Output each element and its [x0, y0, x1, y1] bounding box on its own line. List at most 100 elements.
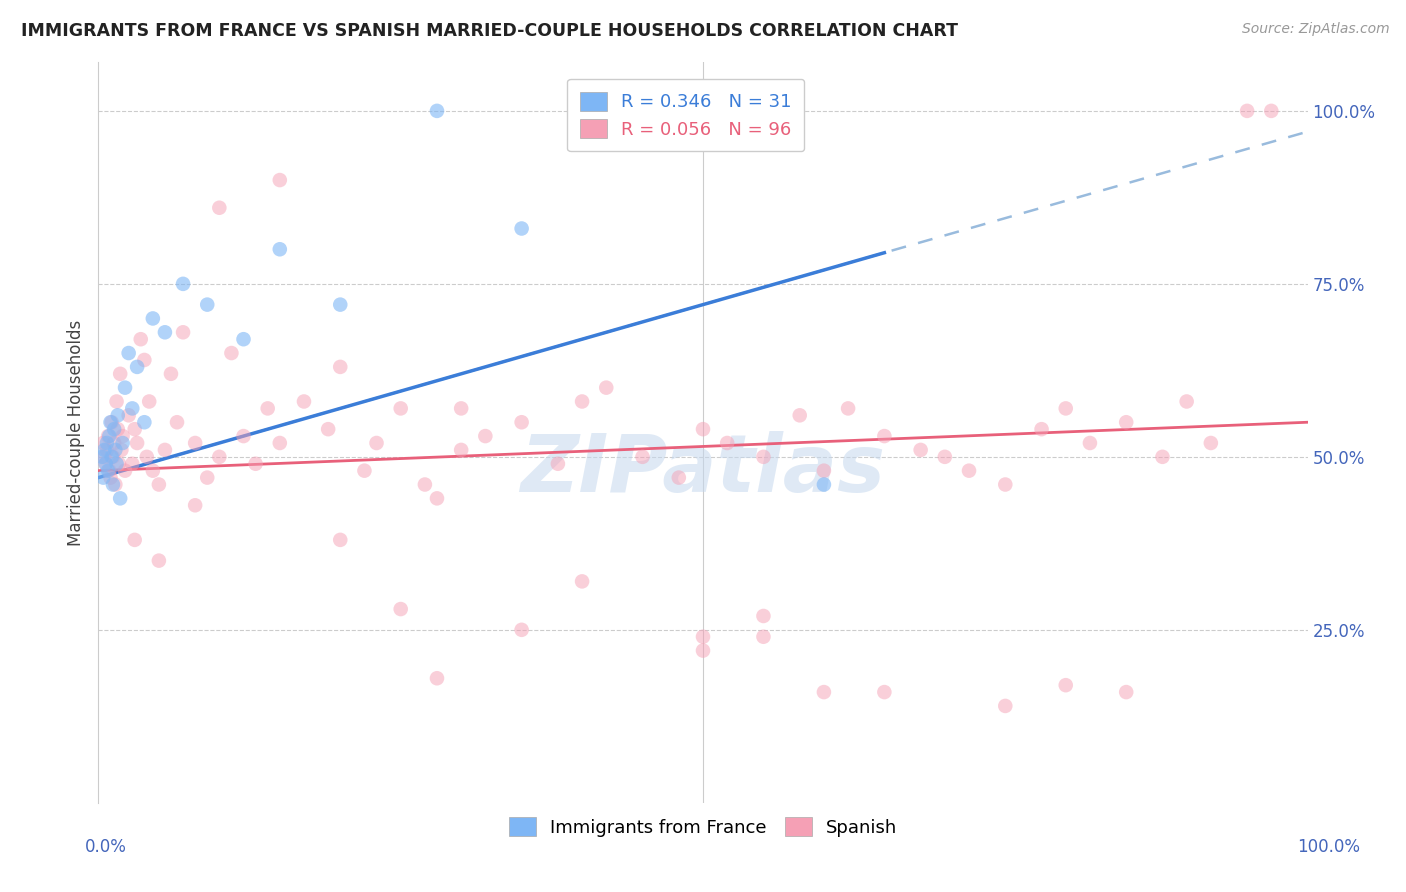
Point [107, 409, 129, 423]
Point [135, 450, 157, 464]
Point [1031, 422, 1053, 436]
Point [100, 450, 122, 464]
Point [426, 491, 449, 506]
Point [631, 450, 654, 464]
Point [93, 442, 115, 457]
Point [692, 630, 714, 644]
Point [389, 602, 412, 616]
Point [91, 470, 114, 484]
Point [1175, 394, 1198, 409]
Point [510, 221, 533, 235]
Point [103, 436, 125, 450]
Point [353, 464, 375, 478]
Point [752, 630, 775, 644]
Point [292, 394, 315, 409]
Point [138, 394, 160, 409]
Point [101, 477, 124, 491]
Point [108, 491, 131, 506]
Point [692, 643, 714, 657]
Point [111, 436, 134, 450]
Point [450, 401, 472, 416]
Point [153, 326, 176, 340]
Point [1115, 415, 1137, 429]
Point [121, 401, 143, 416]
Point [98, 429, 121, 443]
Point [1236, 103, 1258, 118]
Point [129, 332, 152, 346]
Text: 100.0%: 100.0% [1298, 838, 1360, 855]
Point [101, 450, 124, 464]
Point [571, 394, 593, 409]
Point [413, 477, 436, 491]
Point [195, 297, 218, 311]
Point [245, 457, 267, 471]
Point [957, 464, 980, 478]
Point [510, 623, 533, 637]
Point [107, 422, 129, 436]
Point [127, 359, 149, 374]
Point [127, 436, 149, 450]
Point [813, 477, 835, 491]
Point [208, 450, 231, 464]
Point [160, 367, 183, 381]
Point [100, 415, 122, 429]
Point [789, 409, 811, 423]
Point [1152, 450, 1174, 464]
Point [813, 685, 835, 699]
Point [1054, 678, 1077, 692]
Point [329, 359, 352, 374]
Point [114, 381, 136, 395]
Text: ZIPatlas: ZIPatlas [520, 431, 886, 508]
Point [91, 450, 114, 464]
Text: 0.0%: 0.0% [84, 838, 127, 855]
Point [105, 457, 128, 471]
Point [1078, 436, 1101, 450]
Point [195, 470, 218, 484]
Point [426, 671, 449, 685]
Point [96, 436, 118, 450]
Y-axis label: Married-couple Households: Married-couple Households [66, 319, 84, 546]
Point [316, 422, 339, 436]
Point [474, 429, 496, 443]
Point [124, 533, 146, 547]
Point [450, 442, 472, 457]
Point [716, 436, 738, 450]
Point [1199, 436, 1222, 450]
Point [110, 442, 132, 457]
Point [873, 685, 896, 699]
Point [118, 409, 141, 423]
Point [142, 464, 165, 478]
Point [104, 477, 127, 491]
Point [118, 346, 141, 360]
Point [547, 457, 569, 471]
Point [595, 381, 617, 395]
Point [98, 464, 121, 478]
Point [668, 470, 690, 484]
Point [105, 394, 128, 409]
Point [1054, 401, 1077, 416]
Point [221, 346, 243, 360]
Point [100, 470, 122, 484]
Point [269, 173, 291, 187]
Point [994, 477, 1017, 491]
Point [910, 442, 932, 457]
Point [111, 429, 134, 443]
Point [426, 103, 449, 118]
Point [153, 442, 176, 457]
Point [97, 464, 120, 478]
Point [100, 415, 122, 429]
Point [752, 450, 775, 464]
Point [104, 442, 127, 457]
Text: IMMIGRANTS FROM FRANCE VS SPANISH MARRIED-COUPLE HOUSEHOLDS CORRELATION CHART: IMMIGRANTS FROM FRANCE VS SPANISH MARRIE… [21, 22, 957, 40]
Point [208, 201, 231, 215]
Point [134, 415, 156, 429]
Point [232, 332, 254, 346]
Point [1115, 685, 1137, 699]
Point [269, 242, 291, 256]
Point [269, 436, 291, 450]
Point [96, 442, 118, 457]
Point [114, 464, 136, 478]
Point [97, 429, 120, 443]
Point [108, 367, 131, 381]
Point [256, 401, 278, 416]
